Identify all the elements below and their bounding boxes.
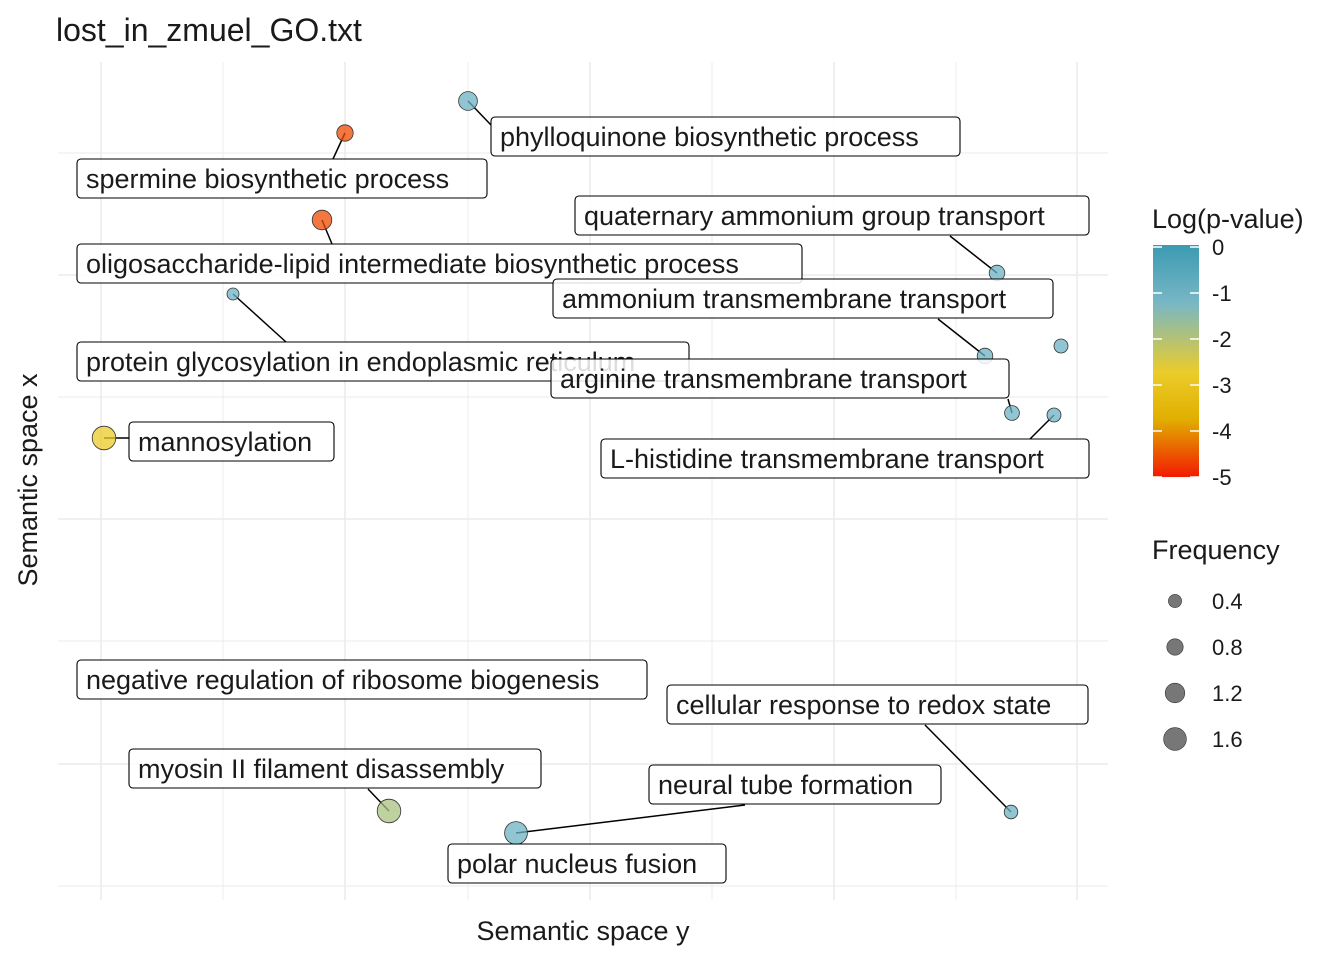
- label-text: quaternary ammonium group transport: [584, 201, 1045, 231]
- color-legend: Log(p-value) 0 -1 -2 -3 -4 -5: [1152, 204, 1304, 490]
- size-legend: Frequency 0.4 0.8 1.2 1.6: [1152, 535, 1280, 752]
- data-points: [91, 91, 1069, 845]
- label-text: polar nucleus fusion: [457, 849, 697, 879]
- color-tick-label: -1: [1212, 281, 1232, 306]
- color-tick-label: -3: [1212, 373, 1232, 398]
- label-box: [600, 438, 1090, 479]
- label-box: [76, 659, 648, 700]
- label-text: phylloquinone biosynthetic process: [500, 122, 919, 152]
- size-legend-title: Frequency: [1152, 535, 1280, 565]
- label-text: oligosaccharide-lipid intermediate biosy…: [86, 249, 739, 279]
- size-legend-label: 0.4: [1212, 589, 1243, 614]
- data-point: [336, 124, 354, 142]
- label-text: arginine transmembrane transport: [560, 364, 967, 394]
- label-text: cellular response to redox state: [676, 690, 1051, 720]
- color-legend-ticks: 0 -1 -2 -3 -4 -5: [1153, 235, 1232, 490]
- data-point: [504, 821, 528, 845]
- size-legend-circle: [1168, 594, 1182, 608]
- size-legend-circle: [1164, 682, 1186, 704]
- point-label: myosin II filament disassembly: [128, 748, 542, 789]
- label-box: [490, 116, 961, 157]
- point-label: mannosylation: [128, 421, 335, 462]
- size-legend-circle: [1163, 727, 1187, 751]
- chart-title: lost_in_zmuel_GO.txt: [56, 12, 362, 48]
- color-tick-label: -4: [1212, 419, 1232, 444]
- label-box: [574, 195, 1090, 236]
- label-box: [552, 278, 1054, 319]
- label-text: myosin II filament disassembly: [138, 754, 505, 784]
- data-point: [91, 425, 117, 451]
- label-box: [648, 764, 942, 805]
- data-point: [1053, 338, 1069, 354]
- data-point: [1004, 405, 1020, 421]
- label-text: negative regulation of ribosome biogenes…: [86, 665, 599, 695]
- size-legend-circle: [1166, 638, 1184, 656]
- point-label: cellular response to redox state: [666, 684, 1089, 725]
- point-label: phylloquinone biosynthetic process: [490, 116, 961, 157]
- label-leader-line: [232, 293, 287, 343]
- label-box: [76, 158, 488, 199]
- x-axis-label: Semantic space y: [476, 916, 690, 946]
- label-box: [550, 358, 1010, 399]
- point-label: spermine biosynthetic process: [76, 158, 488, 199]
- label-text: protein glycosylation in endoplasmic ret…: [86, 347, 635, 377]
- size-legend-label: 0.8: [1212, 635, 1243, 660]
- color-legend-bar: [1153, 245, 1199, 477]
- label-leader-line: [515, 804, 746, 834]
- label-box: [128, 748, 542, 789]
- label-text: neural tube formation: [658, 770, 913, 800]
- point-labels: phylloquinone biosynthetic process spermi…: [76, 116, 1090, 884]
- label-box: [76, 243, 803, 284]
- point-label: negative regulation of ribosome biogenes…: [76, 659, 648, 700]
- data-point: [311, 209, 333, 231]
- label-text: L-histidine transmembrane transport: [610, 444, 1044, 474]
- size-legend-label: 1.2: [1212, 681, 1243, 706]
- point-label: arginine transmembrane transport: [550, 358, 1010, 399]
- data-point: [376, 798, 402, 824]
- point-label: oligosaccharide-lipid intermediate biosy…: [76, 243, 803, 284]
- data-point: [1046, 407, 1062, 423]
- label-text: ammonium transmembrane transport: [562, 284, 1007, 314]
- data-point: [226, 287, 240, 301]
- point-label: polar nucleus fusion: [447, 843, 727, 884]
- label-leader-line: [924, 724, 1012, 813]
- label-leader-line: [937, 318, 986, 357]
- color-tick-label: -5: [1212, 465, 1232, 490]
- color-tick-label: -2: [1212, 327, 1232, 352]
- label-box: [666, 684, 1089, 725]
- point-label: ammonium transmembrane transport: [552, 278, 1054, 319]
- label-leader-line: [949, 235, 998, 274]
- color-legend-title: Log(p-value): [1152, 204, 1304, 234]
- label-box: [128, 421, 335, 462]
- size-legend-label: 1.6: [1212, 727, 1243, 752]
- data-point: [458, 91, 478, 111]
- color-tick-label: 0: [1212, 235, 1224, 260]
- label-text: spermine biosynthetic process: [86, 164, 449, 194]
- label-text: mannosylation: [138, 427, 312, 457]
- size-legend-entries: 0.4 0.8 1.2 1.6: [1163, 589, 1243, 752]
- point-label: neural tube formation: [648, 764, 942, 805]
- y-axis-label: Semantic space x: [13, 373, 43, 587]
- point-label: quaternary ammonium group transport: [574, 195, 1090, 236]
- label-box: [447, 843, 727, 884]
- data-point: [1003, 804, 1019, 820]
- point-label: L-histidine transmembrane transport: [600, 438, 1090, 479]
